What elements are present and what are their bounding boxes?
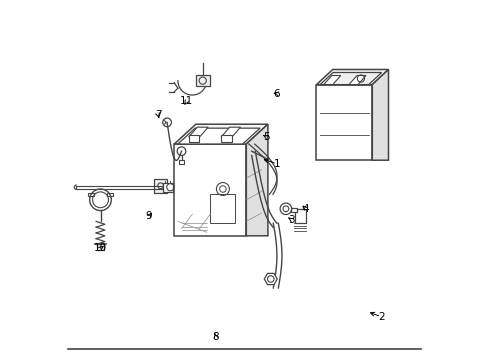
Polygon shape (188, 135, 199, 143)
Bar (179, 160, 184, 164)
Bar (291, 208, 296, 212)
Bar (163, 183, 172, 192)
Polygon shape (348, 76, 365, 85)
Polygon shape (221, 135, 231, 143)
Text: 2: 2 (377, 312, 384, 322)
Polygon shape (264, 273, 277, 285)
Text: 6: 6 (273, 89, 280, 99)
Text: 9: 9 (145, 211, 152, 221)
Bar (196, 75, 209, 86)
Polygon shape (153, 179, 167, 193)
Text: 8: 8 (212, 332, 219, 342)
Polygon shape (316, 69, 387, 85)
Polygon shape (221, 127, 240, 137)
Text: 1: 1 (273, 159, 280, 169)
Polygon shape (178, 128, 260, 144)
Text: 11: 11 (180, 96, 193, 106)
Bar (88, 193, 94, 196)
Bar (210, 194, 235, 223)
Bar (97, 244, 104, 250)
Text: 4: 4 (302, 204, 308, 214)
Bar (294, 209, 305, 223)
Text: 7: 7 (155, 110, 161, 120)
Text: 5: 5 (262, 132, 269, 142)
Polygon shape (174, 124, 267, 144)
Text: 10: 10 (94, 243, 107, 253)
Text: 3: 3 (287, 215, 294, 225)
Polygon shape (174, 144, 246, 236)
Polygon shape (320, 72, 381, 85)
Polygon shape (188, 127, 208, 137)
Polygon shape (316, 85, 371, 160)
Bar (107, 193, 113, 196)
Polygon shape (246, 124, 267, 236)
Polygon shape (323, 76, 340, 85)
Polygon shape (371, 69, 387, 160)
